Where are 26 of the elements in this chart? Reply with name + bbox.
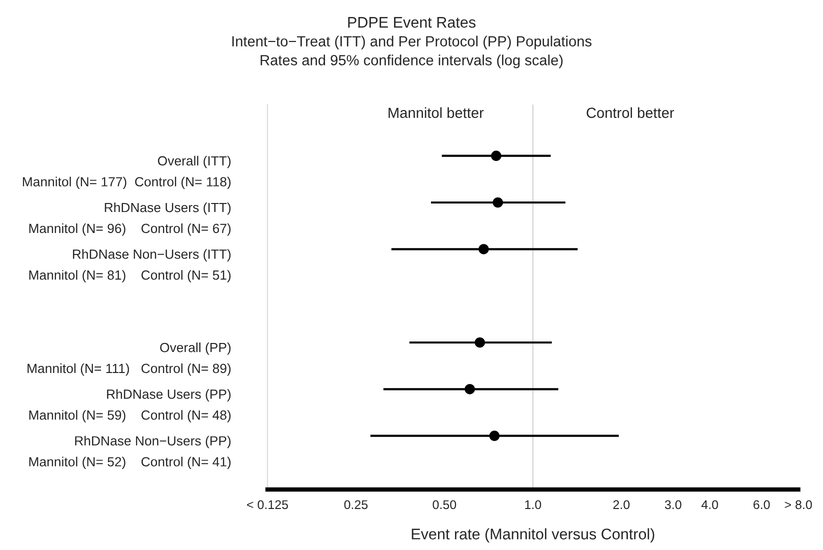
y-tick-label: RhDNase Non−Users (PP) Mannitol (N= 52) Control (N= 41): [29, 436, 231, 470]
point: [489, 430, 500, 441]
x-tick-label: 0.25: [344, 500, 368, 510]
x-tick-label: > 8.0: [784, 500, 812, 510]
x-tick-label: 6.0: [754, 500, 770, 510]
chart-subtitle: Intent−to−Treat (ITT) and Per Protocol (PP) Populations Rates and 95% confidence intervals (log scale): [232, 36, 592, 68]
point: [478, 244, 489, 254]
point: [464, 384, 475, 394]
point: [492, 197, 504, 208]
y-tick-label: RhDNase Users (PP) Mannitol (N= 59) Control (N= 48): [29, 389, 231, 422]
annotation: Control better: [586, 107, 674, 118]
annotation: Mannitol better: [388, 107, 484, 118]
x-tick-label: < 0.125: [247, 500, 288, 510]
x-tick-label: 0.50: [432, 500, 456, 510]
chart-title: PDPE Event Rates: [348, 17, 476, 28]
point: [474, 337, 486, 348]
x-tick-label: 3.0: [664, 500, 682, 510]
point: [491, 150, 502, 161]
x-tick-label: 1.0: [525, 500, 542, 510]
y-tick-label: RhDNase Users (ITT) Mannitol (N= 96) Control (N= 67): [29, 202, 231, 236]
y-tick-label: Overall (PP) Mannitol (N= 111) Control (N= 89): [28, 342, 231, 376]
y-tick-label: Overall (ITT) Mannitol (N= 177) Control (N= 118): [22, 156, 231, 190]
x-axis-title: Event rate (Mannitol versus Control): [412, 528, 654, 542]
x-tick-label: 2.0: [613, 500, 630, 510]
x-tick-label: 4.0: [701, 500, 718, 510]
y-tick-label: RhDNase Non−Users (ITT) Mannitol (N= 81) Control (N= 51): [29, 249, 231, 282]
